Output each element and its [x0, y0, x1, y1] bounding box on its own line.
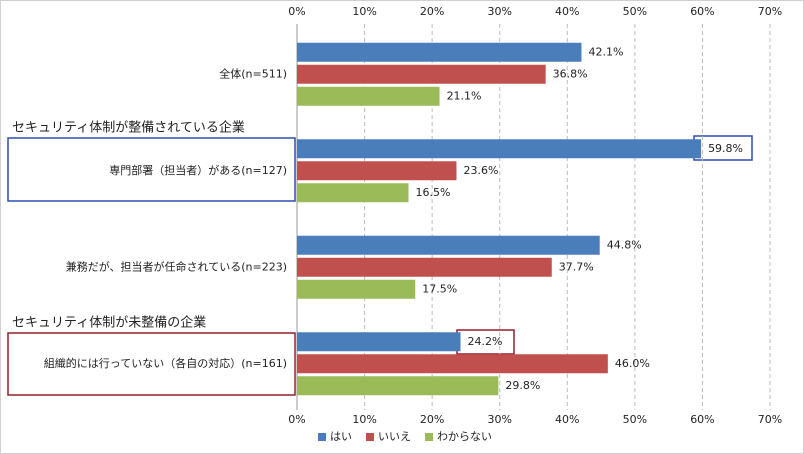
annotation: セキュリティ体制が未整備の企業: [12, 315, 206, 331]
bar: [297, 139, 702, 159]
value-label: 16.5%: [415, 186, 450, 199]
legend-swatch: [318, 433, 326, 441]
x-tick-label: 40%: [555, 5, 579, 18]
x-tick-label: 20%: [420, 413, 444, 426]
x-tick-label: 40%: [555, 413, 579, 426]
y-tick-label: 組織的には行っていない（各自の対応）(n=161): [44, 356, 287, 370]
x-tick-label: 70%: [758, 413, 782, 426]
value-label: 23.6%: [463, 164, 498, 177]
bar: [297, 64, 546, 84]
bar: [297, 183, 409, 203]
bar: [297, 42, 582, 62]
x-tick-label: 60%: [690, 5, 714, 18]
value-label: 21.1%: [447, 89, 482, 102]
bar: [297, 235, 600, 255]
x-tick-label: 60%: [690, 413, 714, 426]
value-label: 59.8%: [708, 142, 743, 155]
y-tick-label: 全体(n=511): [219, 66, 287, 80]
annotation: セキュリティ体制が整備されている企業: [12, 120, 245, 136]
value-label: 17.5%: [422, 282, 457, 295]
legend-label: いいえ: [378, 430, 411, 443]
legend-label: はい: [330, 430, 352, 443]
x-tick-label: 50%: [623, 5, 647, 18]
value-label: 46.0%: [615, 357, 650, 370]
bar: [297, 279, 416, 299]
x-tick-label: 0%: [288, 5, 305, 18]
value-label: 42.1%: [588, 45, 623, 58]
bar: [297, 86, 440, 106]
x-tick-label: 10%: [352, 413, 376, 426]
bar: [297, 354, 608, 374]
x-tick-label: 0%: [288, 413, 305, 426]
y-tick-label: 専門部署（担当者）がある(n=127): [109, 163, 287, 177]
bar: [297, 257, 552, 277]
highlight-box: [7, 332, 296, 396]
legend-swatch: [366, 433, 374, 441]
legend-label: わからない: [437, 430, 492, 443]
x-tick-label: 20%: [420, 5, 444, 18]
x-tick-label: 50%: [623, 413, 647, 426]
bar: [297, 332, 461, 352]
value-label: 36.8%: [553, 67, 588, 80]
x-tick-label: 70%: [758, 5, 782, 18]
value-label: 24.2%: [468, 335, 503, 348]
value-label: 37.7%: [559, 260, 594, 273]
highlight-box: [7, 137, 296, 202]
value-label: 29.8%: [505, 379, 540, 392]
bar: [297, 376, 499, 396]
x-tick-label: 10%: [352, 5, 376, 18]
y-tick-label: 兼務だが、担当者が任命されている(n=223): [66, 259, 287, 273]
x-tick-label: 30%: [487, 5, 511, 18]
x-tick-label: 30%: [487, 413, 511, 426]
bar: [297, 161, 457, 181]
legend-swatch: [425, 433, 433, 441]
value-label: 44.8%: [607, 238, 642, 251]
